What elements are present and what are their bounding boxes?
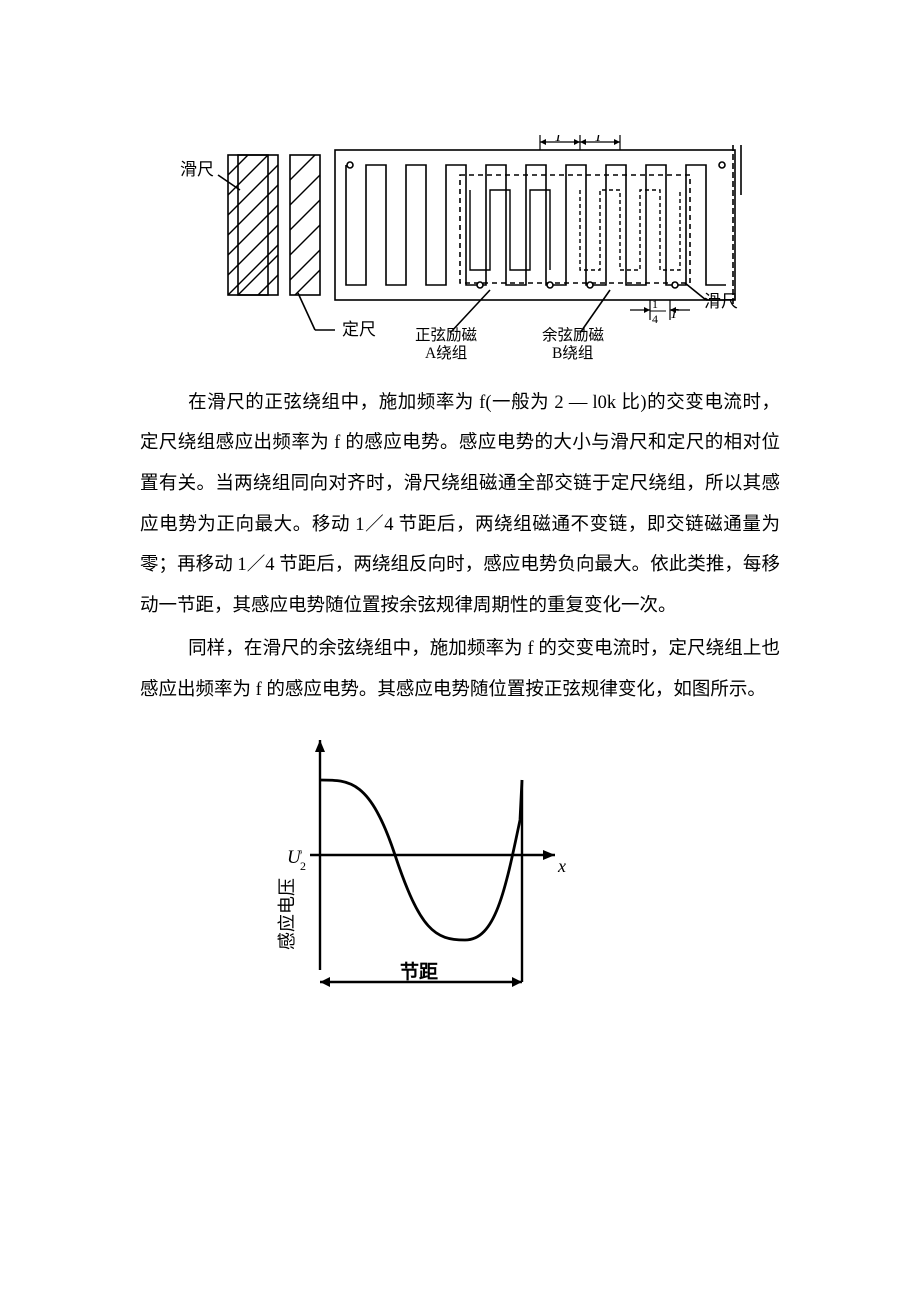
pitch-label: 节距 — [400, 961, 438, 983]
inductosyn-diagram: 滑尺 定尺 — [180, 135, 750, 365]
label-slider-left: 滑尺 — [180, 160, 214, 179]
label-coilA-l2: A绕组 — [425, 344, 467, 362]
ylabel-text: 感应电压 — [277, 878, 297, 950]
label-T2: T — [594, 135, 604, 145]
ylabel-group: 感应电压 U ′ 2 — [277, 847, 306, 950]
xlabel: x — [557, 856, 566, 876]
label-quarterT-den: 4 — [652, 312, 658, 326]
label-T1: T — [554, 135, 564, 145]
label-quarterT-T: T — [670, 307, 679, 322]
paragraph-1: 在滑尺的正弦绕组中，施加频率为 f(一般为 2 — l0k 比)的交变电流时，定… — [140, 383, 780, 627]
label-coilB-l1: 余弦励磁 — [542, 325, 605, 344]
paragraph-2: 同样，在滑尺的余弦绕组中，施加频率为 f 的交变电流时，定尺绕组上也感应出频率为… — [140, 629, 780, 710]
emf-sine-diagram: 感应电压 U ′ 2 x 节距 — [220, 720, 580, 1020]
ylabel-sub: 2 — [300, 859, 306, 873]
label-quarterT-num: 1 — [652, 297, 658, 311]
label-coilB-l2: B绕组 — [552, 344, 593, 362]
label-coilA-l1: 正弦励磁 — [415, 326, 478, 344]
label-fixed-scale: 定尺 — [342, 320, 376, 339]
